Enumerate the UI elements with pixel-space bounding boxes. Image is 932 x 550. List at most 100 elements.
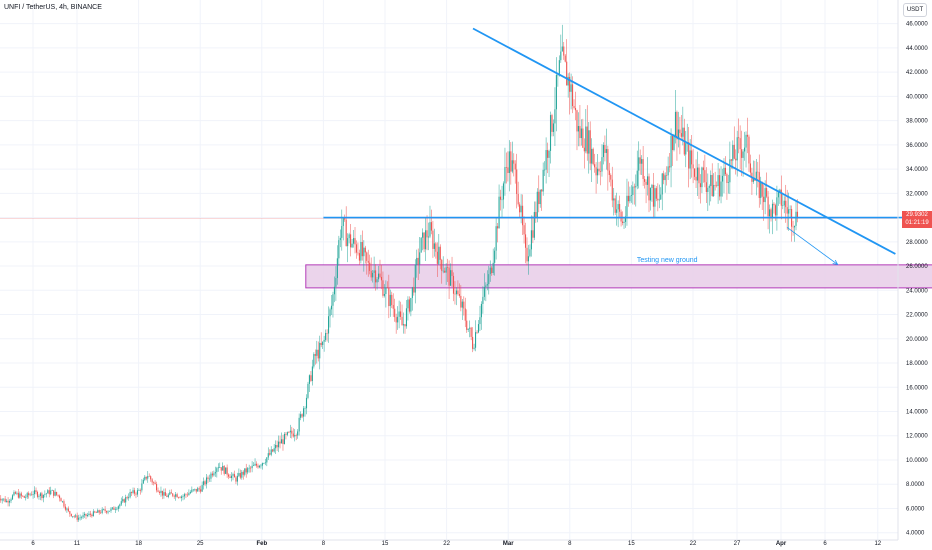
y-tick-label: 20.0000: [906, 337, 928, 343]
candle-body: [16, 492, 18, 494]
candle-body: [82, 515, 84, 518]
candle-body: [604, 145, 606, 153]
candle-body: [592, 148, 594, 165]
y-tick-label: 42.0000: [906, 70, 928, 76]
candle-body: [300, 414, 302, 418]
candle-body: [56, 491, 58, 495]
candle-body: [372, 272, 374, 278]
candle-body: [305, 397, 308, 409]
candle-body: [110, 508, 112, 511]
candle-body: [623, 221, 625, 223]
projection-arrow[interactable]: [786, 226, 838, 265]
candle-body: [748, 136, 750, 164]
candle-body: [241, 471, 243, 478]
candle-body: [483, 286, 485, 297]
candle-body: [342, 217, 344, 227]
candle-body: [542, 169, 544, 192]
candle-body: [457, 290, 459, 295]
candle-body: [67, 508, 69, 512]
candle-body: [32, 494, 34, 496]
candle-body: [752, 179, 754, 182]
candle-body: [630, 195, 632, 196]
x-tick-label: 25: [197, 541, 204, 547]
candle-body: [455, 290, 457, 295]
candle-body: [188, 493, 190, 496]
candle-body: [266, 457, 268, 463]
candle-body: [614, 198, 616, 213]
candle-body: [26, 493, 28, 498]
candle-body: [745, 134, 747, 148]
candle-body: [191, 489, 193, 493]
candle-body: [319, 342, 321, 359]
candle-body: [608, 170, 610, 175]
candle-body: [382, 280, 384, 296]
candle-body: [195, 488, 197, 492]
candle-body: [198, 488, 200, 490]
candle-body: [88, 513, 90, 516]
candle-body: [617, 204, 619, 210]
candle-body: [482, 296, 484, 304]
candle-body: [39, 493, 41, 497]
candle-body: [70, 513, 72, 517]
candle-body: [216, 468, 218, 473]
highlight-zone[interactable]: [305, 264, 932, 289]
candle-body: [404, 324, 406, 327]
zone-label: Testing new ground: [637, 257, 698, 264]
candle-body: [375, 270, 377, 283]
candle-body: [344, 217, 346, 220]
candle-body: [676, 111, 678, 140]
candle-body: [698, 167, 700, 184]
candle-body: [247, 468, 249, 473]
candle-body: [679, 129, 681, 134]
candle-body: [139, 490, 141, 491]
candle-body: [636, 170, 638, 187]
candle-body: [91, 514, 93, 517]
symbol-title[interactable]: UNFI / TetherUS, 4h, BINANCE: [4, 4, 102, 11]
candle-body: [3, 498, 5, 500]
candle-body: [326, 332, 328, 334]
candle-body: [310, 375, 312, 381]
candle-body: [114, 509, 116, 510]
candle-body: [613, 198, 615, 201]
candle-body: [101, 509, 103, 513]
candle-body: [691, 150, 693, 165]
drawing-layer: [0, 27, 932, 266]
y-tick-label: 8.0000: [906, 482, 925, 488]
arrow-head-icon: [832, 259, 839, 266]
price-axis[interactable]: 4.0000 6.0000 8.0000 10.0000 12.0000 14.0000 1…: [906, 22, 928, 537]
y-tick-label: 36.0000: [906, 143, 928, 149]
candle-body: [705, 182, 707, 192]
candle-body: [786, 207, 788, 214]
candle-body: [695, 176, 697, 181]
candle-body: [267, 453, 269, 458]
candle-body: [561, 46, 563, 52]
candle-body: [364, 247, 366, 253]
candle-body: [423, 232, 425, 250]
candle-body: [619, 204, 621, 212]
candle-body: [194, 488, 196, 490]
candle-body: [597, 168, 599, 176]
candle-body: [467, 328, 469, 330]
time-axis[interactable]: 6 11 18 25 Feb 8 15 22 Mar 8 15 22 27 Apr 6 12: [31, 541, 881, 547]
candle-body: [795, 211, 797, 226]
descending-trendline[interactable]: [472, 27, 896, 255]
candle-body: [599, 171, 602, 172]
candle-body: [702, 167, 704, 171]
candle-body: [711, 174, 713, 197]
candle-body: [502, 183, 505, 200]
candle-body: [777, 192, 779, 198]
x-tick-label: 12: [874, 541, 881, 547]
candle-body: [524, 234, 527, 248]
candle-body: [292, 433, 294, 437]
candle-body: [486, 284, 488, 286]
currency-badge[interactable]: USDT: [903, 3, 927, 17]
candle-body: [532, 230, 534, 238]
candle-body: [333, 286, 335, 295]
candle-body: [148, 476, 150, 477]
candle-body: [38, 496, 40, 497]
candle-body: [210, 473, 212, 479]
candle-body: [251, 465, 253, 469]
candle-body: [763, 196, 765, 203]
candle-body: [14, 492, 16, 494]
